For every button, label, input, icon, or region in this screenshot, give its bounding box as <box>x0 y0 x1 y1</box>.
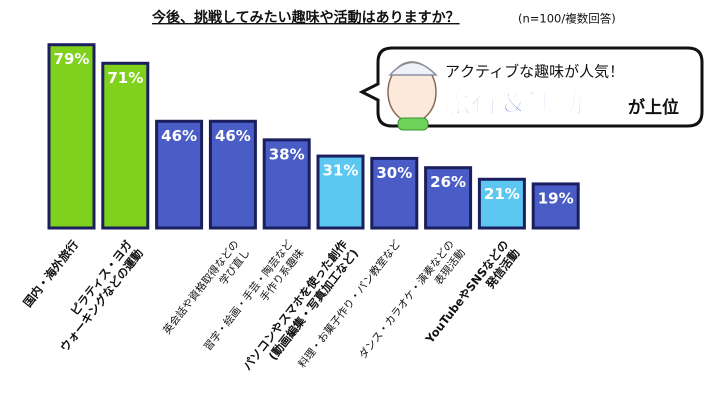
character-hat <box>388 61 438 76</box>
value-label: 79% <box>54 50 90 68</box>
value-label: 38% <box>269 145 305 163</box>
speech-bubble <box>358 46 704 128</box>
x-tick-label-line: ダンス・カラオケ・演奏などの <box>356 238 457 362</box>
callout-text: アクティブな趣味が人気！ <box>445 63 624 81</box>
bar <box>262 138 311 230</box>
character-shoes <box>397 117 429 131</box>
value-label: 21% <box>484 185 520 203</box>
callout-text: が上位 <box>628 97 679 118</box>
value-label: 31% <box>323 162 359 180</box>
x-tick-label-line: ウォーキングなどの運動 <box>57 246 146 354</box>
bar <box>47 43 96 230</box>
bar <box>316 154 365 230</box>
chart-title: 今後、挑戦してみたい趣味や活動はありますか？ <box>151 9 460 26</box>
bar <box>531 182 580 230</box>
x-tick-label: 国内・海外旅行 <box>20 237 81 309</box>
bar <box>155 119 204 230</box>
callout-highlight: 旅行＆運動 <box>443 86 583 119</box>
bar <box>101 61 150 230</box>
x-tick-label-line: 国内・海外旅行 <box>20 237 81 309</box>
chart-subtitle: (n=100/複数回答) <box>518 12 616 26</box>
bar <box>477 177 526 230</box>
bar <box>208 119 257 230</box>
value-label: 46% <box>161 127 197 145</box>
x-tick-label: 英会話や資格取得などの学び直し <box>160 238 252 346</box>
value-label: 46% <box>215 127 251 145</box>
value-label: 30% <box>376 164 412 182</box>
value-label: 71% <box>107 69 143 87</box>
value-label: 19% <box>538 189 574 207</box>
value-label: 26% <box>430 173 466 191</box>
callout <box>358 46 704 131</box>
bar <box>370 156 419 230</box>
bar <box>424 166 473 230</box>
